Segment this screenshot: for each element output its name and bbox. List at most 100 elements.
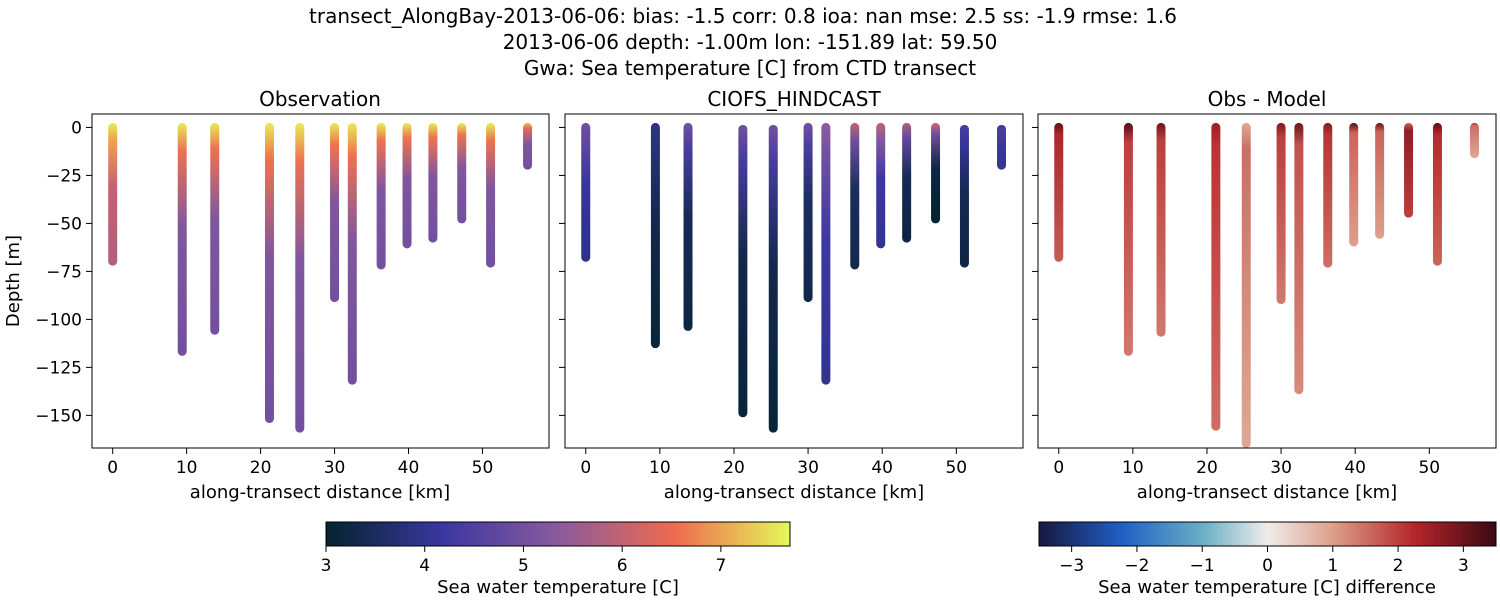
profile-1-3 [738, 124, 748, 418]
difference-colorbar: −3 −2 −1 0 1 2 3 Sea water temperature [C] dif… [1038, 521, 1497, 598]
x-tick-label: 50 [945, 458, 967, 478]
colorbar-tick-label: 3 [1458, 556, 1469, 576]
profile-2-5 [1276, 122, 1286, 305]
profile-2-11 [1432, 122, 1442, 266]
colorbar-tick-label: 6 [617, 556, 628, 576]
profile-0-1 [177, 122, 187, 356]
x-tick-label: 50 [472, 458, 494, 478]
x-tick-label: 0 [107, 458, 118, 478]
profile-1-8 [876, 122, 886, 249]
observation-profiles [108, 122, 533, 433]
temperature-colorbar-gradient [325, 521, 791, 547]
figure-title-line-3: Gwa: Sea temperature [C] from CTD transe… [524, 56, 976, 80]
profile-0-6 [347, 122, 357, 385]
y-tick-label: −50 [46, 214, 82, 234]
profile-0-5 [330, 122, 340, 303]
difference-x-label: along-transect distance [km] [1137, 482, 1397, 503]
x-tick-label: 20 [1196, 458, 1218, 478]
model-x-axis: 0 10 20 30 40 50 [580, 448, 967, 478]
temperature-colorbar: 3 4 5 6 7 Sea water temperature [C] [321, 521, 791, 598]
profile-2-4 [1241, 122, 1251, 449]
difference-profiles [1054, 122, 1480, 449]
x-tick-label: 40 [1344, 458, 1366, 478]
profile-2-8 [1349, 122, 1359, 247]
profile-0-3 [264, 122, 274, 424]
profile-1-6 [821, 122, 831, 385]
difference-colorbar-gradient [1038, 521, 1497, 547]
profile-1-7 [850, 122, 860, 270]
x-tick-label: 40 [871, 458, 893, 478]
y-tick-label: −125 [35, 358, 82, 378]
profile-2-10 [1404, 122, 1414, 218]
profile-2-3 [1211, 122, 1221, 431]
profile-0-9 [428, 122, 438, 243]
figure-title-line-1: transect_AlongBay-2013-06-06: bias: -1.5… [309, 4, 1177, 28]
model-y-axis [559, 126, 565, 416]
y-tick-label: −75 [46, 262, 82, 282]
observation-plot-frame [91, 113, 550, 449]
colorbar-tick-label: 0 [1262, 556, 1273, 576]
profile-2-0 [1054, 122, 1064, 262]
profile-2-6 [1294, 122, 1304, 395]
observation-panel: Observation 0 10 20 30 40 50 0 −25 −50 −75 −100 −1… [3, 87, 550, 503]
temperature-colorbar-label: Sea water temperature [C] [437, 577, 679, 598]
x-tick-label: 30 [1270, 458, 1292, 478]
difference-y-axis [1032, 126, 1038, 416]
panel-title-observation: Observation [259, 87, 381, 111]
profile-1-12 [997, 124, 1007, 170]
profile-0-4 [295, 122, 305, 433]
colorbar-tick-label: −2 [1124, 556, 1149, 576]
x-tick-label: 40 [398, 458, 420, 478]
panel-title-model: CIOFS_HINDCAST [707, 87, 881, 111]
profile-1-1 [650, 122, 660, 349]
profile-0-12 [523, 122, 533, 170]
profile-2-9 [1375, 122, 1385, 239]
y-axis-label: Depth [m] [3, 235, 24, 327]
profile-2-7 [1323, 122, 1333, 268]
profile-0-0 [108, 122, 118, 266]
colorbar-tick-label: 4 [419, 556, 430, 576]
colorbar-tick-label: 7 [715, 556, 726, 576]
y-tick-label: −25 [46, 166, 82, 186]
x-tick-label: 0 [1053, 458, 1064, 478]
y-tick-label: 0 [71, 118, 82, 138]
profile-1-5 [803, 122, 813, 303]
x-tick-label: 30 [324, 458, 346, 478]
profile-0-7 [376, 122, 386, 270]
observation-y-axis: 0 −25 −50 −75 −100 −125 −150 [35, 118, 92, 426]
x-tick-label: 30 [797, 458, 819, 478]
x-tick-label: 10 [649, 458, 671, 478]
profile-1-9 [902, 122, 912, 243]
profile-2-2 [1156, 122, 1166, 337]
profile-0-11 [486, 122, 496, 268]
profile-1-2 [683, 122, 693, 331]
profile-2-12 [1470, 122, 1480, 159]
y-tick-label: −100 [35, 310, 82, 330]
model-profiles [581, 122, 1007, 433]
x-tick-label: 20 [723, 458, 745, 478]
difference-x-axis: 0 10 20 30 40 50 [1053, 448, 1440, 478]
profile-1-11 [959, 124, 969, 268]
x-tick-label: 0 [580, 458, 591, 478]
colorbar-tick-label: 3 [321, 556, 332, 576]
profile-2-1 [1123, 122, 1133, 356]
colorbar-tick-label: 2 [1393, 556, 1404, 576]
x-tick-label: 10 [176, 458, 198, 478]
difference-colorbar-label: Sea water temperature [C] difference [1098, 577, 1436, 598]
profile-1-0 [581, 122, 591, 262]
model-plot-frame [564, 113, 1024, 449]
difference-plot-frame [1037, 113, 1497, 449]
x-tick-label: 20 [250, 458, 272, 478]
model-panel: CIOFS_HINDCAST 0 10 20 30 40 50 along-transec… [559, 87, 1024, 503]
x-tick-label: 10 [1122, 458, 1144, 478]
panel-title-difference: Obs - Model [1208, 87, 1327, 111]
colorbar-tick-label: −1 [1190, 556, 1215, 576]
x-tick-label: 50 [1418, 458, 1440, 478]
colorbar-tick-label: −3 [1059, 556, 1084, 576]
profile-1-10 [931, 122, 941, 224]
profile-0-2 [210, 122, 220, 335]
model-x-label: along-transect distance [km] [664, 482, 924, 503]
profile-0-8 [402, 122, 412, 249]
colorbar-tick-label: 1 [1327, 556, 1338, 576]
